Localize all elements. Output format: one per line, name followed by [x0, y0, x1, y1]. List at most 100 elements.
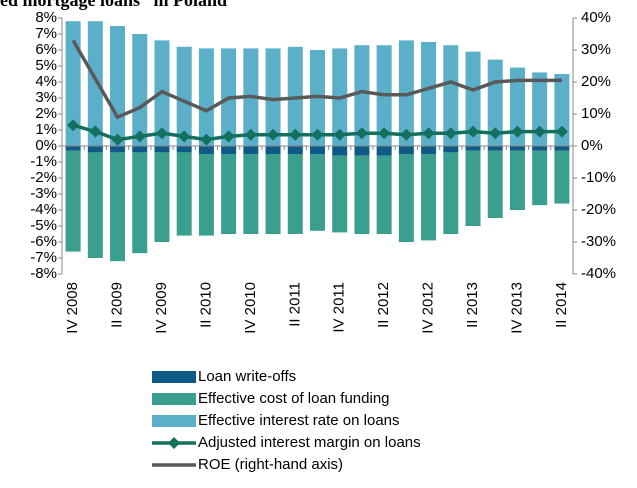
bar [154, 146, 170, 153]
marker [178, 130, 191, 143]
bar [332, 155, 348, 233]
legend-swatch [152, 393, 196, 405]
x-tick-label: IV 2009 [153, 282, 170, 334]
marker [133, 130, 146, 143]
bar [221, 154, 237, 234]
line [71, 39, 562, 120]
chart-title: ed mortgage loans” in Poland [0, 0, 227, 10]
y-tick-label: -7% [30, 249, 57, 266]
bar [465, 146, 481, 151]
legend-label: Effective cost of loan funding [198, 390, 390, 407]
bar [376, 146, 392, 156]
legend-marker [168, 437, 180, 449]
x-tick-label: IV 2013 [508, 282, 525, 334]
x-tick-label: IV 2011 [331, 282, 348, 333]
y2-tick-label: -20% [581, 201, 616, 218]
marker [267, 128, 280, 141]
y2-tick-label: 0% [581, 137, 603, 154]
bar [87, 146, 103, 153]
y-tick-label: 7% [35, 25, 57, 42]
bar [198, 146, 214, 154]
x-tick-label: IV 2008 [64, 282, 81, 334]
y-tick-label: -6% [30, 233, 57, 250]
bar [354, 146, 370, 156]
bar [332, 146, 348, 156]
y-tick-label: 0% [35, 137, 57, 154]
legend-swatch [152, 371, 196, 383]
x-tick-label: II 2010 [197, 282, 214, 328]
bar [287, 146, 303, 154]
marker [422, 127, 435, 140]
bar [65, 146, 81, 151]
y2-tick-label: -40% [581, 265, 616, 282]
bar [421, 42, 437, 146]
y-tick-label: -5% [30, 217, 57, 234]
bar [532, 72, 548, 146]
bar [132, 152, 148, 254]
marker [289, 128, 302, 141]
bar [443, 146, 459, 153]
marker [467, 125, 480, 138]
bar [398, 154, 414, 242]
legend-label: Loan write-offs [198, 368, 296, 385]
legend-label: Effective interest rate on loans [198, 412, 400, 429]
y-tick-label: 8% [35, 9, 57, 26]
legend-swatch [152, 415, 196, 427]
bar [176, 146, 192, 153]
y2-tick-label: -30% [581, 233, 616, 250]
bar [154, 152, 170, 242]
y-tick-label: -1% [30, 153, 57, 170]
bar [65, 21, 81, 147]
marker [511, 125, 524, 138]
y-tick-label: 5% [35, 57, 57, 74]
bar [443, 152, 459, 234]
marker [333, 128, 346, 141]
bar [532, 150, 548, 206]
bar [554, 150, 570, 204]
bar [287, 154, 303, 234]
x-tick-label: II 2012 [375, 282, 392, 328]
x-tick-label: IV 2012 [420, 282, 437, 334]
bar [376, 155, 392, 234]
bar [132, 34, 148, 146]
x-tick-label: II 2014 [553, 282, 570, 328]
bar [198, 154, 214, 236]
y2-tick-label: -10% [581, 169, 616, 186]
marker [311, 128, 324, 141]
bar [509, 146, 525, 151]
y-tick-label: 6% [35, 41, 57, 58]
bar [487, 146, 503, 151]
bar [110, 146, 126, 153]
bar [354, 155, 370, 234]
bar [176, 152, 192, 236]
y-tick-label: 2% [35, 105, 57, 122]
bar [554, 74, 570, 146]
bar [465, 150, 481, 226]
bar [421, 154, 437, 241]
marker [489, 127, 502, 140]
y2-tick-label: 20% [581, 73, 611, 90]
x-tick-label: II 2011 [286, 282, 303, 327]
x-tick-label: IV 2010 [242, 282, 259, 334]
bar [421, 146, 437, 154]
marker [444, 127, 457, 140]
marker [111, 133, 124, 146]
bar [465, 51, 481, 146]
bar [265, 146, 281, 154]
marker [555, 125, 568, 138]
bar [176, 46, 192, 146]
bar [532, 146, 548, 151]
marker [244, 128, 257, 141]
bar [87, 21, 103, 147]
marker [355, 127, 368, 140]
marker [533, 125, 546, 138]
y-tick-label: -2% [30, 169, 57, 186]
bar [198, 48, 214, 146]
legend-label: Adjusted interest margin on loans [198, 434, 421, 451]
marker [200, 133, 213, 146]
bar [487, 150, 503, 218]
marker [378, 127, 391, 140]
y2-tick-label: 30% [581, 41, 611, 58]
